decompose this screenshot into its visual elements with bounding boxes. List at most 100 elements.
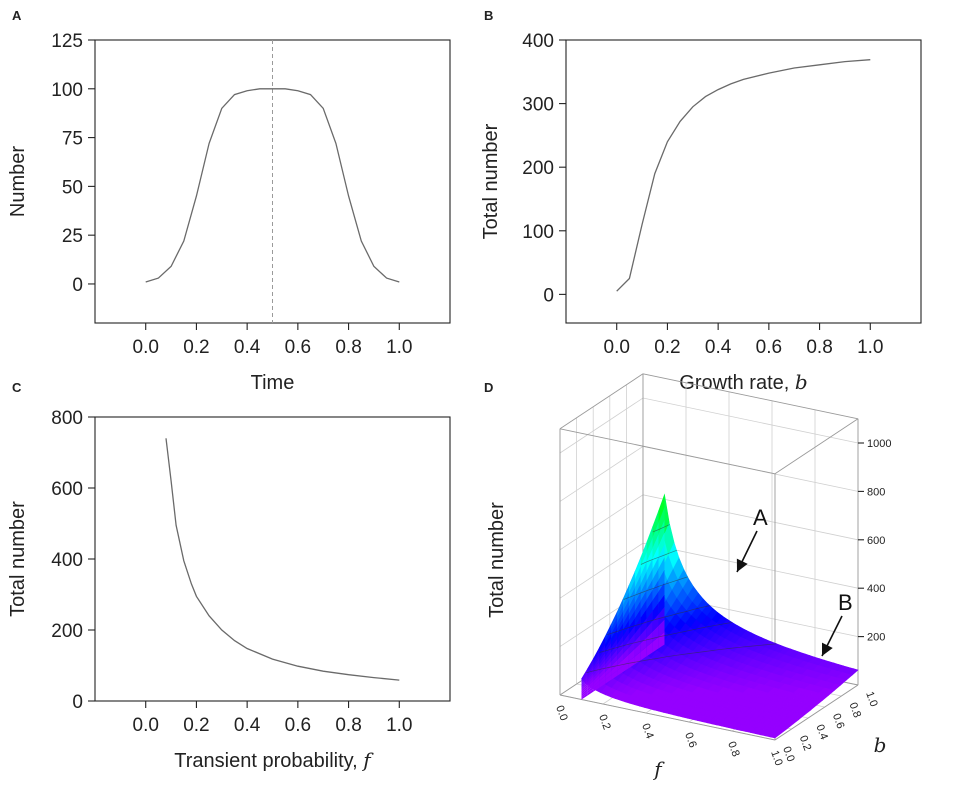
surface-wall-patch: [634, 617, 641, 634]
surface-patch: [769, 731, 782, 739]
surface-wall-patch: [617, 623, 623, 639]
surface-wall-patch: [593, 671, 600, 681]
surface-wall-patch: [581, 691, 588, 698]
surface-wall-patch: [599, 664, 606, 675]
panel-c: 0.0 0.2 0.4 0.6 0.8 1.0 0 200 400 600 800 Transient…: [7, 408, 451, 772]
surface-wall-patch: [587, 661, 594, 674]
surface-wall-patch: [581, 671, 588, 683]
surface-wall-patch: [628, 618, 635, 634]
surface-wall-patch: [623, 633, 629, 648]
surface-wall-patch: [623, 606, 629, 624]
surface-wall-patch: [611, 633, 618, 648]
panel-a: 0.0 0.2 0.4 0.6 0.8 1.0 0 25 50 75 100 125 Time Numbe…: [7, 31, 451, 394]
x-tick-label: 0.4: [234, 337, 261, 358]
y-tick-label: 400: [522, 31, 554, 52]
surface-wall-patch: [605, 666, 612, 676]
surface-wall-patch: [599, 672, 606, 682]
surface-wall-patch: [587, 669, 594, 681]
surface-wall-patch: [611, 670, 618, 680]
surface-wall-patch: [581, 677, 588, 688]
y-tick-label: 600: [51, 479, 83, 500]
y-axis-title: Number: [7, 146, 29, 217]
surface-wall-patch: [587, 683, 594, 692]
x-tick-label: 0.0: [133, 337, 159, 358]
surface-wall-patch: [640, 637, 647, 652]
x-axis-title-variable: b: [795, 370, 808, 394]
z-tick-label: 600: [867, 535, 885, 547]
surface-wall-patch: [658, 594, 665, 615]
f-tick-label: 0.2: [596, 713, 613, 731]
surface-wall-patch: [587, 664, 594, 676]
surface-wall-patch: [623, 613, 629, 630]
contour-line: [652, 524, 670, 533]
surface-wall-patch: [658, 619, 665, 637]
surface-wall-patch: [652, 511, 659, 538]
surface-wall-patch: [652, 637, 659, 653]
surface-wall-patch: [623, 620, 629, 636]
y-tick-label: 200: [51, 621, 83, 642]
surface-wall-patch: [611, 660, 618, 671]
x-axis-title: Time: [251, 372, 295, 394]
surface-wall-patch: [628, 656, 635, 669]
surface-wall-patch: [658, 557, 665, 580]
surface-wall-patch: [646, 610, 653, 628]
surface-wall-patch: [658, 494, 665, 523]
surface-wall-patch: [628, 610, 635, 627]
z-tick-label: 800: [867, 486, 885, 498]
surface-wall-patch: [593, 664, 600, 676]
b-tick-label: 1.0: [863, 690, 880, 708]
surface-wall-patch: [605, 633, 612, 649]
y-tick-label: 200: [522, 158, 554, 179]
surface-wall-patch: [623, 654, 629, 666]
x-axis-title: Growth rate, b: [679, 370, 807, 394]
x-axis-title-variable: f: [361, 748, 374, 772]
data-line: [165, 438, 400, 681]
surface-wall-patch: [605, 624, 612, 641]
surface-wall-patch: [658, 532, 665, 557]
surface-wall-patch: [617, 605, 623, 623]
surface-contours: [586, 524, 777, 674]
box-edge: [559, 428, 776, 475]
surface-wall-patch: [623, 592, 629, 612]
x-tick-label: 0.6: [285, 337, 311, 358]
box-edge: [774, 684, 859, 741]
y-tick-label: 400: [51, 550, 83, 571]
surface-wall-patch: [599, 679, 606, 688]
surface-wall-patch: [623, 647, 629, 660]
surface-wall-patch: [652, 614, 659, 632]
y-axis-title: Total number: [7, 501, 29, 617]
surface-wall-patch: [605, 661, 612, 672]
surface-wall-patch: [599, 636, 606, 652]
surface-wall-patch: [634, 608, 641, 626]
surface-wall-patch: [628, 648, 635, 662]
surface-wall-patch: [646, 600, 653, 619]
y-tick-label: 75: [62, 129, 83, 150]
y-tick-label: 800: [51, 408, 83, 429]
z-tick-label: 1000: [867, 438, 891, 450]
panel-letter-d: D: [484, 380, 493, 395]
x-axis-title: Transient probability, f: [174, 748, 374, 772]
surface-wall-patch: [658, 582, 665, 603]
surface-wall-patch: [617, 599, 623, 618]
surface-wall-patch: [634, 626, 641, 642]
surface-wall-patch: [640, 570, 647, 592]
surface-wall-patch: [646, 641, 653, 657]
surface-wall-patch: [593, 647, 600, 662]
surface-wall-patch: [593, 681, 600, 689]
surface-wall-patch: [599, 675, 606, 685]
x-tick-label: 1.0: [857, 337, 883, 358]
data-line: [616, 59, 871, 292]
surface-3d: [581, 493, 859, 739]
panel-letter-c: C: [12, 380, 22, 395]
surface-wall-patch: [652, 568, 659, 590]
surface-wall-patch: [623, 585, 629, 606]
surface-wall-patch: [628, 641, 635, 655]
y-tick-label: 0: [72, 692, 83, 713]
grid-line: [559, 397, 859, 454]
b-axis-title: b: [874, 733, 887, 757]
surface-wall-patch: [581, 686, 588, 695]
surface-wall-patch: [617, 665, 623, 676]
surface-wall-patch: [593, 677, 600, 687]
